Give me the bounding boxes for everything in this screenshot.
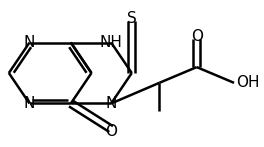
Text: N: N: [24, 35, 35, 50]
Text: N: N: [24, 96, 35, 111]
Text: S: S: [127, 11, 137, 26]
Text: O: O: [191, 29, 203, 44]
Text: NH: NH: [100, 35, 122, 50]
Text: N: N: [105, 96, 117, 111]
Text: O: O: [105, 123, 117, 138]
Text: OH: OH: [236, 75, 260, 90]
